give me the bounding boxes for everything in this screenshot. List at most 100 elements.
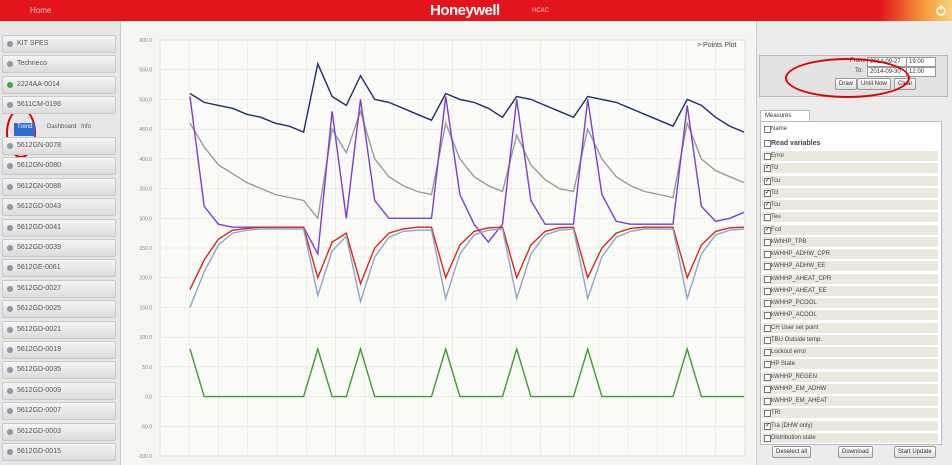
checkbox[interactable] [764, 373, 771, 381]
device-row[interactable]: 5612GD-0015 [2, 443, 116, 461]
sidebar-tab[interactable]: Dashboard [47, 124, 77, 130]
power-icon[interactable] [935, 4, 947, 16]
start-update-button[interactable]: Start Update [894, 446, 936, 458]
from-time[interactable]: 19:00 [906, 57, 936, 67]
measure-item[interactable]: Lockout error [762, 347, 938, 359]
checkbox[interactable] [764, 153, 771, 160]
checkbox[interactable] [764, 287, 771, 295]
device-row[interactable]: 5612GD-0035 [2, 361, 116, 380]
series-line [189, 226, 745, 290]
checkbox[interactable]: ✓ [764, 165, 771, 173]
measure-label: Fcd [771, 226, 782, 233]
measure-label: CH User set point [771, 324, 819, 331]
home-link[interactable]: Home [30, 6, 52, 15]
device-row[interactable]: KIT SPES [2, 35, 116, 53]
checkbox[interactable] [764, 434, 771, 442]
checkbox[interactable] [764, 312, 771, 320]
measure-item[interactable]: Distribution state [762, 432, 938, 444]
checkbox[interactable] [764, 214, 771, 222]
checkbox[interactable] [764, 324, 771, 332]
measure-item[interactable]: ✓ Fcd [762, 224, 938, 236]
name-header: Name [762, 124, 938, 135]
checkbox[interactable] [764, 263, 771, 271]
y-tick-label: 300.0 [139, 216, 152, 222]
checkbox[interactable]: ✓ [764, 189, 771, 197]
checkbox[interactable]: ✓ [764, 177, 771, 185]
measure-item[interactable]: kWHHP_EM_ADHW [762, 383, 938, 395]
measure-label: kWHHP_REGEN [771, 373, 818, 380]
y-tick-label: 250.0 [139, 246, 152, 252]
name-header-text: Name [771, 126, 788, 132]
measure-item[interactable]: TRI [762, 408, 938, 420]
header-image [880, 0, 952, 21]
device-row[interactable]: 5612GD-0009 [2, 381, 116, 400]
device-row[interactable]: 5612GN-0080 [2, 157, 116, 176]
device-row[interactable]: 2224AA-0014 [2, 75, 116, 94]
sidebar-tab[interactable]: Info [81, 124, 92, 130]
annotation-ellipse [785, 58, 910, 98]
device-row[interactable]: 5612GD-0019 [2, 341, 116, 359]
measure-item[interactable]: kWHHP_REGEN [762, 371, 938, 383]
checkbox[interactable] [764, 251, 771, 259]
device-row[interactable]: 5612GD-0003 [2, 422, 116, 441]
checkbox[interactable]: ✓ [764, 202, 771, 210]
device-row[interactable]: 5612GD-0041 [2, 218, 116, 237]
checkbox[interactable] [764, 275, 771, 283]
measure-item[interactable]: HP State [762, 359, 938, 371]
checkbox[interactable]: ✓ [764, 226, 771, 234]
measure-label: Tci [771, 165, 779, 172]
to-time[interactable]: 12:00 [906, 67, 936, 77]
measure-item[interactable]: ✓ Tcu [762, 175, 938, 187]
measure-item[interactable]: kWHHP_EM_AHEAT [762, 396, 938, 408]
checkbox[interactable] [764, 398, 771, 406]
device-row[interactable]: 5612GN-0088 [2, 177, 116, 196]
measures-tab[interactable]: Measures [760, 110, 810, 121]
device-row[interactable]: 5612GD-0043 [2, 198, 116, 217]
measure-item[interactable]: kWhHP_TPB [762, 236, 938, 248]
checkbox[interactable] [764, 238, 771, 246]
measure-item[interactable]: kWHHP_AHEAT_EE [762, 285, 938, 297]
measure-item[interactable]: kWHHP_ACOOL [762, 310, 938, 322]
measure-item[interactable]: ✓ Tci [762, 163, 938, 175]
measure-item[interactable]: kWHHP_ADHW_CPR [762, 249, 938, 261]
header-bar [0, 0, 952, 21]
y-tick-label: 600.0 [139, 38, 152, 44]
device-row[interactable]: 5612GD-0027 [2, 279, 116, 298]
measure-label: Tcu [771, 177, 781, 184]
measure-item[interactable]: Teu [762, 212, 938, 224]
device-row[interactable]: 5612GE-0061 [2, 259, 116, 278]
checkbox[interactable] [764, 361, 771, 369]
device-row[interactable]: 5612GD-0039 [2, 239, 116, 257]
device-row[interactable]: 5612GD-0007 [2, 402, 116, 421]
checkbox[interactable] [764, 349, 771, 357]
sidebar-tab[interactable]: Trend [14, 123, 36, 136]
checkbox[interactable] [764, 385, 771, 393]
checkbox[interactable] [764, 336, 771, 344]
measure-item[interactable]: Error [762, 151, 938, 162]
measure-item[interactable]: kWHHP_AHEAT_CPR [762, 273, 938, 285]
checkbox[interactable] [764, 410, 771, 418]
device-row[interactable]: Techneco [2, 55, 116, 74]
checkbox[interactable] [764, 300, 771, 308]
checkbox[interactable]: ✓ [764, 422, 771, 430]
device-row[interactable]: 5611CM-0198 [2, 96, 116, 115]
download-button[interactable]: Download [838, 446, 873, 458]
measure-item[interactable]: ✓ Tcu [762, 200, 938, 212]
measure-label: Error [771, 153, 785, 159]
measure-label: Lockout error [771, 349, 807, 356]
device-row[interactable]: 5612GN-0078 [2, 137, 116, 155]
y-tick-label: 50.0 [142, 365, 152, 371]
deselect-button[interactable]: Deselect all [772, 446, 812, 458]
measure-item[interactable]: TBU Outside temp. [762, 334, 938, 346]
y-tick-label: 150.0 [139, 305, 152, 311]
measure-label: Tra (DHW only) [771, 422, 813, 429]
device-row[interactable]: 5612GD-0025 [2, 300, 116, 319]
measure-item[interactable]: kWHHP_PCOOL [762, 298, 938, 310]
measure-item[interactable]: ✓ Tra (DHW only) [762, 420, 938, 432]
measure-item[interactable]: ✓ Tcl [762, 187, 938, 199]
measure-item[interactable]: kWHHP_ADHW_EE [762, 261, 938, 273]
device-row[interactable]: 5612GD-0021 [2, 320, 116, 339]
measure-item[interactable]: CH User set point [762, 322, 938, 334]
points-plot-link[interactable]: > Points Plot [697, 42, 737, 49]
